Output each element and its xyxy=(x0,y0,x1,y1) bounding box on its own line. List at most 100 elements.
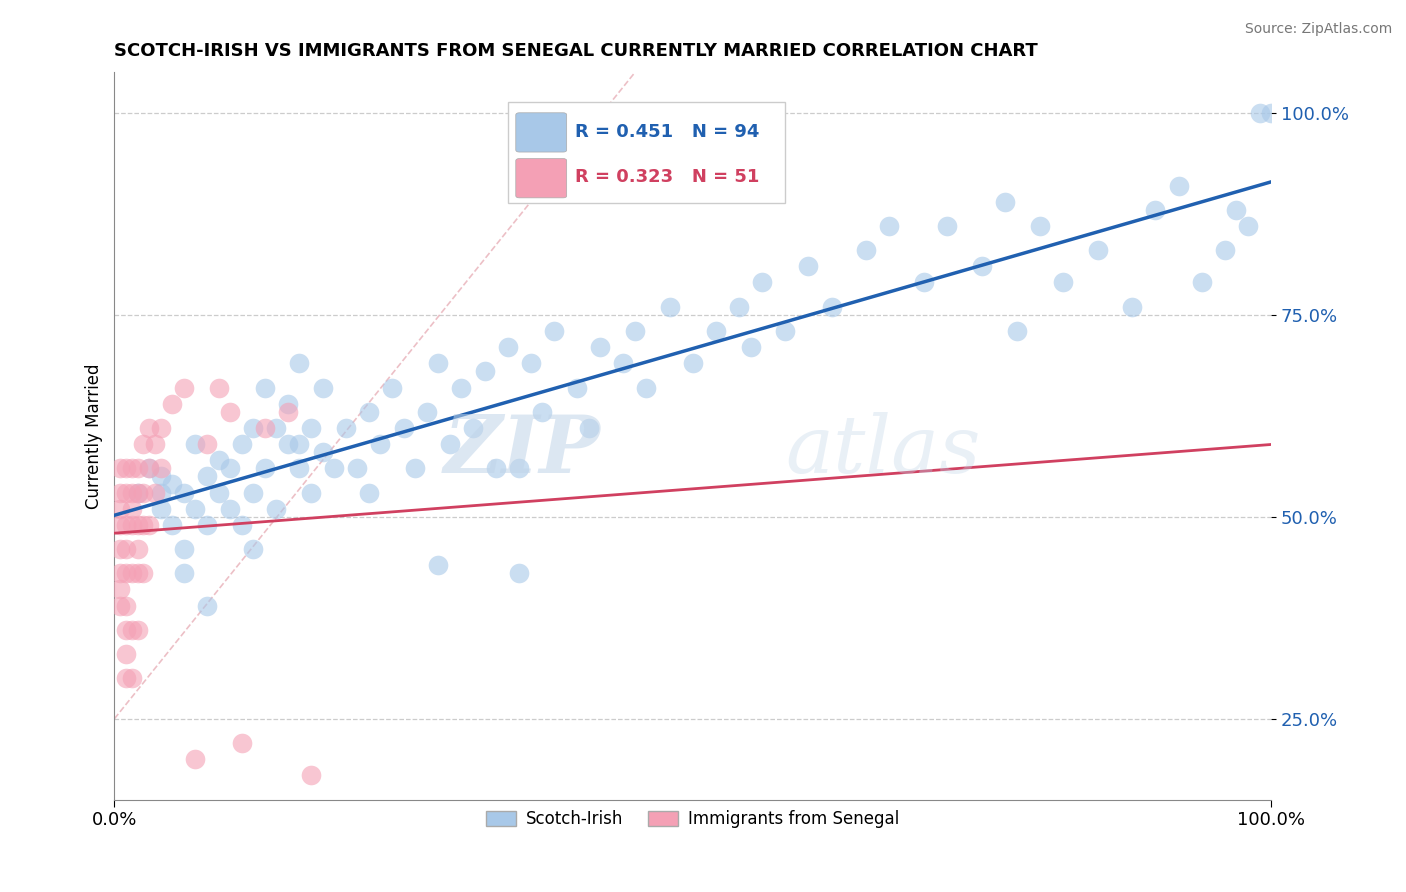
Point xyxy=(127,485,149,500)
Point xyxy=(1191,276,1213,290)
Legend: Scotch-Irish, Immigrants from Senegal: Scotch-Irish, Immigrants from Senegal xyxy=(479,804,907,835)
Point xyxy=(1121,300,1143,314)
Point xyxy=(288,437,311,451)
Point xyxy=(173,485,195,500)
Text: atlas: atlas xyxy=(786,412,980,490)
Point xyxy=(115,542,138,557)
Point xyxy=(115,671,138,685)
Point xyxy=(427,356,450,370)
Point xyxy=(658,300,681,314)
Point xyxy=(121,566,143,581)
Point xyxy=(1029,219,1052,233)
Point xyxy=(565,380,588,394)
Point xyxy=(970,260,993,274)
Point xyxy=(127,566,149,581)
Point xyxy=(485,461,508,475)
Point xyxy=(704,324,727,338)
Point xyxy=(242,485,264,500)
Point xyxy=(311,445,333,459)
Point xyxy=(357,485,380,500)
Point xyxy=(427,558,450,573)
Point xyxy=(132,517,155,532)
Point xyxy=(288,461,311,475)
Point xyxy=(207,485,229,500)
Point xyxy=(143,485,166,500)
Point xyxy=(450,380,472,394)
Point xyxy=(231,517,253,532)
Point xyxy=(855,243,877,257)
Point xyxy=(219,461,242,475)
Point xyxy=(1052,276,1074,290)
Point xyxy=(108,582,131,597)
Point xyxy=(912,276,935,290)
FancyBboxPatch shape xyxy=(516,112,567,152)
Point xyxy=(195,469,218,483)
Point xyxy=(207,453,229,467)
Point xyxy=(143,437,166,451)
Point xyxy=(879,219,901,233)
Point xyxy=(195,517,218,532)
Point xyxy=(149,469,172,483)
Point xyxy=(108,485,131,500)
Point xyxy=(323,461,346,475)
Point xyxy=(121,485,143,500)
Point xyxy=(132,437,155,451)
Point xyxy=(127,623,149,637)
Point xyxy=(1260,105,1282,120)
Point xyxy=(496,340,519,354)
Point xyxy=(231,736,253,750)
Point xyxy=(994,194,1017,209)
Point xyxy=(253,461,276,475)
Point xyxy=(636,380,658,394)
Point xyxy=(108,517,131,532)
Point xyxy=(121,501,143,516)
Point xyxy=(1213,243,1236,257)
Point xyxy=(277,437,299,451)
Point xyxy=(277,397,299,411)
Point xyxy=(108,542,131,557)
Point xyxy=(415,405,437,419)
Point xyxy=(277,405,299,419)
Point xyxy=(1249,105,1271,120)
Point xyxy=(253,380,276,394)
Point xyxy=(184,501,207,516)
Point xyxy=(299,768,322,782)
Point xyxy=(231,437,253,451)
Point xyxy=(149,461,172,475)
Point xyxy=(508,461,530,475)
Point xyxy=(162,517,184,532)
Point xyxy=(115,566,138,581)
Point xyxy=(121,671,143,685)
Point xyxy=(108,599,131,613)
Point xyxy=(115,623,138,637)
Point xyxy=(108,566,131,581)
Point xyxy=(357,405,380,419)
Point xyxy=(299,421,322,435)
Point xyxy=(1167,178,1189,193)
Point xyxy=(381,380,404,394)
Text: R = 0.451   N = 94: R = 0.451 N = 94 xyxy=(575,123,759,141)
Text: Source: ZipAtlas.com: Source: ZipAtlas.com xyxy=(1244,22,1392,37)
Point xyxy=(115,485,138,500)
Point xyxy=(219,501,242,516)
Point xyxy=(740,340,762,354)
Point xyxy=(461,421,484,435)
Point xyxy=(543,324,565,338)
Point xyxy=(1087,243,1109,257)
Point xyxy=(173,380,195,394)
Point xyxy=(288,356,311,370)
Point xyxy=(127,485,149,500)
Point xyxy=(132,566,155,581)
Point xyxy=(162,397,184,411)
Point xyxy=(578,421,600,435)
Point xyxy=(508,566,530,581)
Point xyxy=(531,405,554,419)
Point xyxy=(266,501,288,516)
FancyBboxPatch shape xyxy=(508,102,786,203)
Point xyxy=(184,752,207,766)
Y-axis label: Currently Married: Currently Married xyxy=(86,363,103,508)
Point xyxy=(370,437,392,451)
Point xyxy=(936,219,959,233)
Point xyxy=(127,517,149,532)
Point xyxy=(173,542,195,557)
